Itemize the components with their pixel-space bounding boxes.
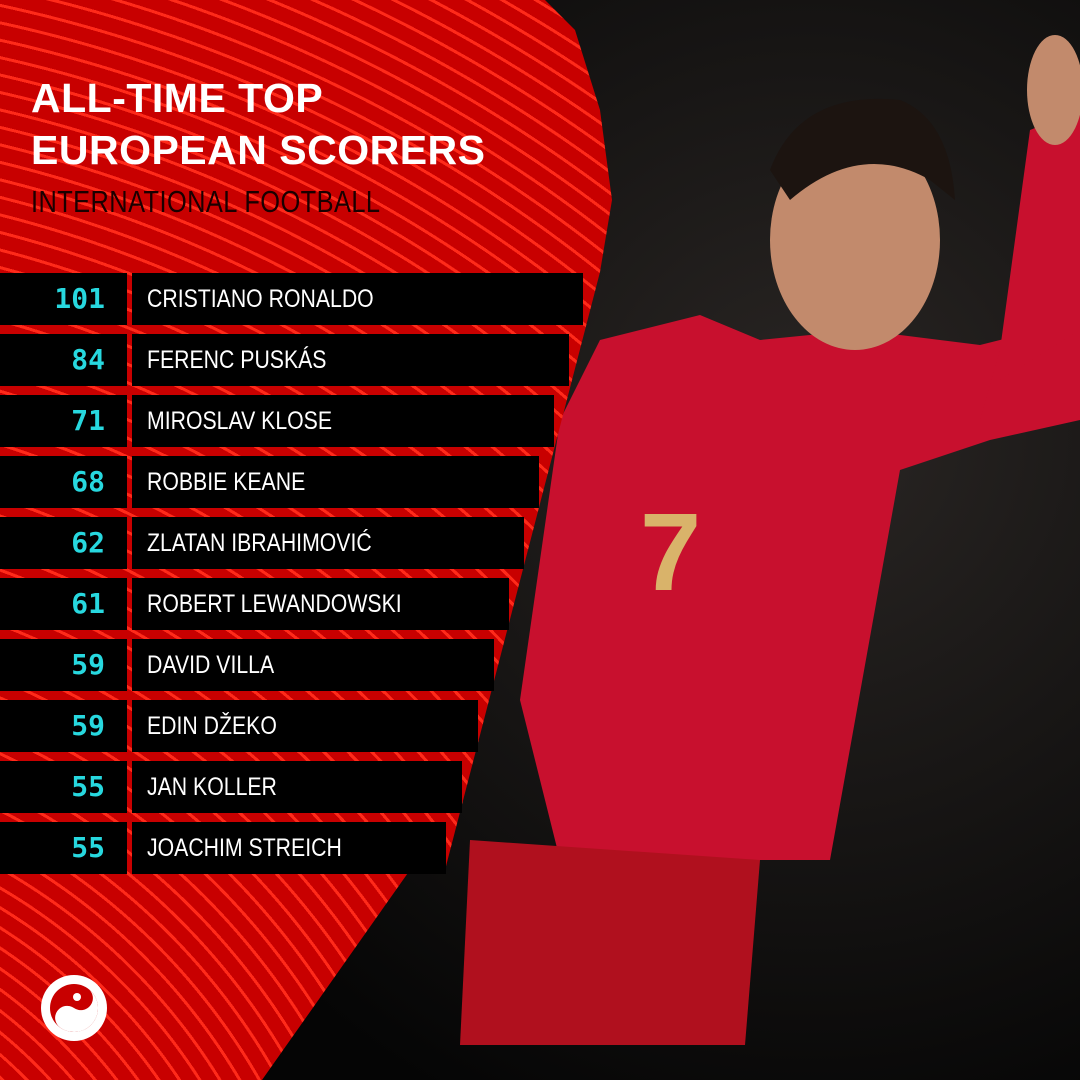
list-item: 71 MIROSLAV KLOSE (0, 395, 554, 447)
goals: 55 (0, 822, 127, 874)
player-name: ROBBIE KEANE (132, 456, 539, 508)
player-name: MIROSLAV KLOSE (132, 395, 554, 447)
goals: 84 (0, 334, 127, 386)
goals: 71 (0, 395, 127, 447)
page-subtitle: INTERNATIONAL FOOTBALL (31, 184, 381, 219)
player-name: JOACHIM STREICH (132, 822, 446, 874)
player-name: ROBERT LEWANDOWSKI (132, 578, 509, 630)
goals: 101 (0, 273, 127, 325)
list-item: 55 JOACHIM STREICH (0, 822, 446, 874)
player-jersey (520, 300, 1080, 860)
player-name: CRISTIANO RONALDO (132, 273, 583, 325)
list-item: 59 EDIN DŽEKO (0, 700, 478, 752)
goals: 68 (0, 456, 127, 508)
title-line-2: EUROPEAN SCORERS (31, 127, 486, 173)
goals: 61 (0, 578, 127, 630)
list-item: 62 ZLATAN IBRAHIMOVIĆ (0, 517, 524, 569)
list-item: 55 JAN KOLLER (0, 761, 462, 813)
player-name: DAVID VILLA (132, 639, 494, 691)
list-item: 68 ROBBIE KEANE (0, 456, 539, 508)
player-name: FERENC PUSKÁS (132, 334, 569, 386)
player-name: JAN KOLLER (132, 761, 462, 813)
yin-yang-logo-icon (41, 975, 107, 1041)
list-item: 101 CRISTIANO RONALDO (0, 273, 583, 325)
player-name: EDIN DŽEKO (132, 700, 478, 752)
goals: 62 (0, 517, 127, 569)
list-item: 59 DAVID VILLA (0, 639, 494, 691)
goals: 59 (0, 639, 127, 691)
player-head (770, 130, 940, 350)
player-arm (980, 110, 1080, 420)
title-line-1: ALL-TIME TOP (31, 75, 324, 121)
player-shorts (460, 840, 760, 1045)
goals: 59 (0, 700, 127, 752)
page-title: ALL-TIME TOP EUROPEAN SCORERS (31, 72, 486, 176)
jersey-number: 7 (640, 491, 701, 614)
player-name: ZLATAN IBRAHIMOVIĆ (132, 517, 524, 569)
list-item: 61 ROBERT LEWANDOWSKI (0, 578, 509, 630)
list-item: 84 FERENC PUSKÁS (0, 334, 569, 386)
goals: 55 (0, 761, 127, 813)
